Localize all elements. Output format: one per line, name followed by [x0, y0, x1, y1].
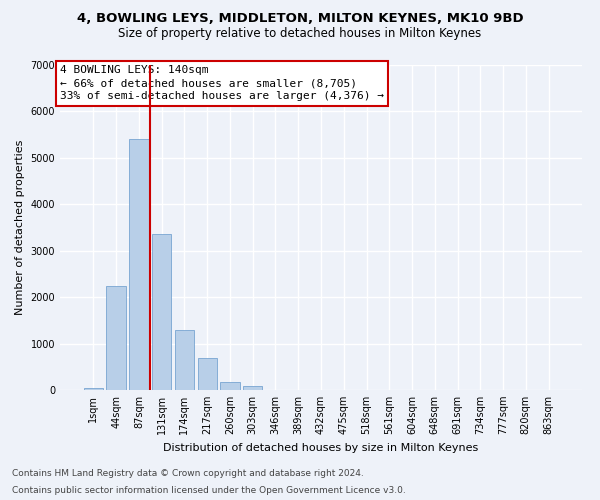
Bar: [175, 330, 194, 390]
X-axis label: Distribution of detached houses by size in Milton Keynes: Distribution of detached houses by size …: [163, 442, 479, 452]
Y-axis label: Number of detached properties: Number of detached properties: [15, 140, 25, 315]
Text: Size of property relative to detached houses in Milton Keynes: Size of property relative to detached ho…: [118, 28, 482, 40]
Bar: [129, 140, 149, 390]
Bar: [243, 386, 262, 390]
Text: 4, BOWLING LEYS, MIDDLETON, MILTON KEYNES, MK10 9BD: 4, BOWLING LEYS, MIDDLETON, MILTON KEYNE…: [77, 12, 523, 26]
Bar: [197, 358, 217, 390]
Bar: [106, 286, 126, 390]
Bar: [152, 234, 172, 390]
Text: Contains public sector information licensed under the Open Government Licence v3: Contains public sector information licen…: [12, 486, 406, 495]
Text: 4 BOWLING LEYS: 140sqm
← 66% of detached houses are smaller (8,705)
33% of semi-: 4 BOWLING LEYS: 140sqm ← 66% of detached…: [60, 65, 384, 102]
Text: Contains HM Land Registry data © Crown copyright and database right 2024.: Contains HM Land Registry data © Crown c…: [12, 468, 364, 477]
Bar: [220, 382, 239, 390]
Bar: [84, 388, 103, 390]
